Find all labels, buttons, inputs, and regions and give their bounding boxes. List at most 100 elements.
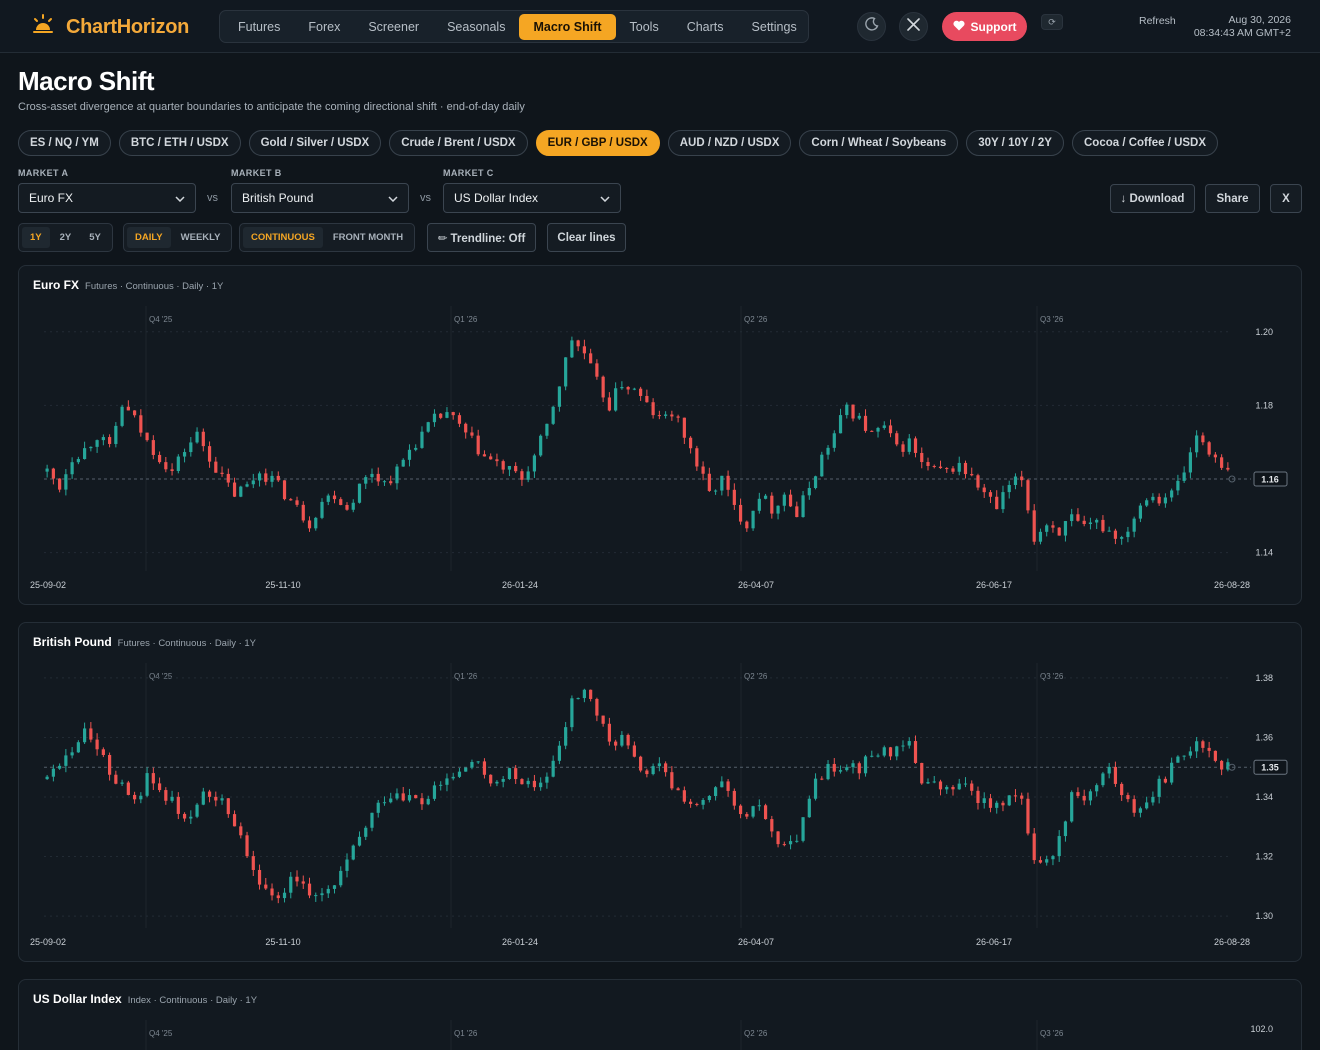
candlestick-chart-us-dollar-index[interactable]: Q4 '25 Q1 '26 Q2 '26 Q3 '26 102.0	[19, 980, 1302, 1050]
preset-pill[interactable]: ES / NQ / YM	[18, 130, 111, 156]
refresh-icon-button[interactable]: ⟳	[1041, 14, 1063, 30]
candle-body	[970, 474, 974, 476]
range-1y[interactable]: 1Y	[22, 227, 50, 248]
clear-lines-button[interactable]: Clear lines	[547, 223, 626, 252]
candle-body	[1020, 795, 1024, 799]
support-label: Support	[970, 19, 1017, 34]
market-b-select[interactable]: British Pound	[231, 183, 409, 213]
theme-toggle-button[interactable]	[857, 12, 886, 41]
interval-weekly[interactable]: WEEKLY	[180, 232, 221, 243]
candle-body	[401, 793, 405, 801]
candle-body	[1188, 452, 1192, 473]
quarter-label: Q4 '25	[149, 672, 173, 681]
candle-body	[601, 376, 605, 398]
candle-body	[482, 454, 487, 457]
candle-body	[364, 477, 368, 484]
refresh-link[interactable]: Refresh	[1139, 15, 1176, 27]
nav-item-settings[interactable]: Settings	[751, 19, 797, 34]
candle-body	[214, 461, 218, 473]
candle-body	[489, 774, 493, 784]
candle-body	[863, 756, 868, 774]
candle-body	[451, 412, 455, 416]
candle-body	[426, 422, 430, 432]
preset-pill[interactable]: Crude / Brent / USDX	[389, 130, 528, 156]
candle-body	[651, 766, 655, 775]
candle-body	[1151, 796, 1155, 803]
candle-body	[901, 444, 905, 452]
candle-body	[676, 416, 680, 418]
range-toggle: 1Y 2Y 5Y	[18, 223, 113, 252]
nav-item-macro-shift[interactable]: Macro Shift	[519, 13, 616, 40]
candle-body	[720, 781, 724, 788]
nav-item-forex[interactable]: Forex	[308, 19, 341, 34]
preset-pill[interactable]: Cocoa / Coffee / USDX	[1071, 130, 1219, 156]
candlestick-chart-euro-fx[interactable]: Q4 '25 Q1 '26 Q2 '26 Q3 '26 1.20 1.18 1.16 1.14…	[19, 266, 1302, 605]
range-2y[interactable]: 2Y	[59, 232, 72, 243]
contract-continuous[interactable]: CONTINUOUS	[243, 227, 323, 248]
range-5y[interactable]: 5Y	[89, 232, 101, 243]
last-price-label: 1.16	[1261, 474, 1279, 484]
x-social-button[interactable]	[899, 12, 928, 41]
trendline-button[interactable]: ✏ Trendline: Off	[427, 223, 536, 252]
candle-body	[189, 816, 193, 819]
candle-body	[332, 885, 337, 889]
candle-body	[1226, 467, 1230, 470]
market-a-select[interactable]: Euro FX	[18, 183, 196, 213]
preset-pill[interactable]: BTC / ETH / USDX	[118, 130, 241, 156]
preset-pill[interactable]: Gold / Silver / USDX	[248, 130, 382, 156]
candle-body	[1220, 457, 1224, 468]
candle-body	[382, 802, 387, 804]
candle-body	[1113, 530, 1118, 539]
candle-body	[807, 488, 811, 496]
candle-body	[570, 340, 574, 358]
nav-item-screener[interactable]: Screener	[368, 19, 420, 34]
candle-body	[245, 484, 249, 487]
candle-body	[545, 776, 549, 783]
close-button[interactable]: X	[1270, 184, 1302, 213]
candle-body	[432, 413, 437, 423]
preset-pill[interactable]: 30Y / 10Y / 2Y	[966, 130, 1064, 156]
interval-daily[interactable]: DAILY	[127, 227, 171, 248]
candle-body	[58, 765, 62, 769]
contract-front-month[interactable]: FRONT MONTH	[332, 232, 404, 243]
candle-body	[820, 778, 824, 780]
nav-item-tools[interactable]: Tools	[629, 19, 659, 34]
market-c-select[interactable]: US Dollar Index	[443, 183, 621, 213]
candle-body	[776, 831, 780, 845]
candle-body	[913, 438, 918, 453]
candle-body	[776, 505, 780, 514]
nav-item-seasonals[interactable]: Seasonals	[447, 19, 506, 34]
candle-body	[570, 698, 574, 728]
candle-body	[664, 763, 668, 773]
candle-body	[251, 480, 255, 485]
candle-body	[214, 796, 218, 801]
candle-body	[220, 798, 224, 801]
download-button[interactable]: ↓ Download	[1110, 184, 1195, 213]
brand[interactable]: ChartHorizon	[30, 12, 189, 43]
nav-item-futures[interactable]: Futures	[238, 19, 281, 34]
chart-panel-c: US Dollar Index Index · Continuous · Dail…	[18, 979, 1302, 1050]
candle-body	[282, 480, 287, 500]
candlestick-chart-british-pound[interactable]: Q4 '25 Q1 '26 Q2 '26 Q3 '26 1.38 1.36 1.34 1.32…	[19, 623, 1302, 962]
candle-body	[501, 779, 505, 782]
share-button[interactable]: Share	[1205, 184, 1260, 213]
x-tick-label: 25-09-02	[30, 937, 66, 947]
preset-pill[interactable]: AUD / NZD / USDX	[667, 130, 792, 156]
nav-item-charts[interactable]: Charts	[686, 19, 724, 34]
candle-body	[320, 893, 324, 896]
candle-body	[176, 456, 180, 472]
candle-body	[851, 763, 855, 768]
candle-body	[395, 793, 399, 799]
candle-body	[357, 483, 362, 503]
candle-body	[126, 782, 130, 795]
candle-body	[464, 767, 468, 772]
candle-body	[607, 723, 611, 742]
candle-body	[1113, 766, 1118, 784]
preset-pill[interactable]: Corn / Wheat / Soybeans	[799, 130, 959, 156]
candle-body	[945, 468, 949, 470]
quarter-label: Q3 '26	[1040, 672, 1064, 681]
preset-pill[interactable]: EUR / GBP / USDX	[535, 130, 660, 156]
support-button[interactable]: Support	[942, 12, 1027, 41]
candle-body	[120, 406, 124, 426]
candle-body	[195, 431, 199, 443]
